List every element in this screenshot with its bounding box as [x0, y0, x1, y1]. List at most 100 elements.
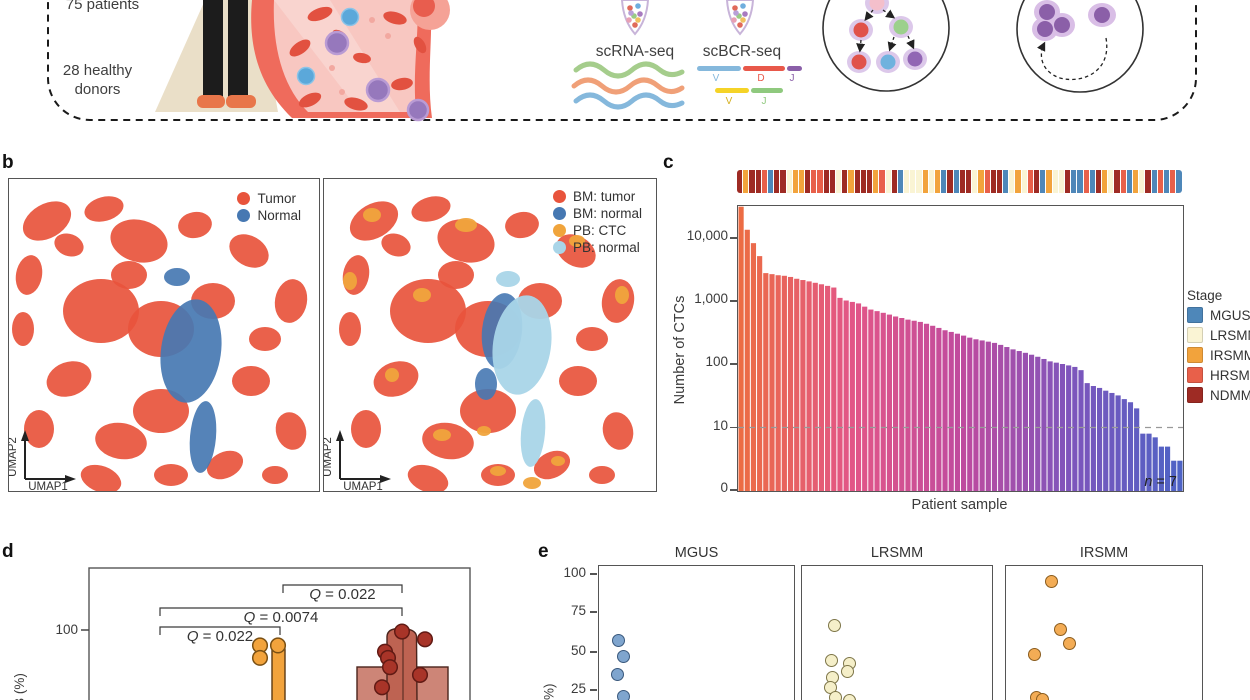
- stage-tile: [1102, 170, 1108, 193]
- ctc-bar: [1109, 392, 1115, 491]
- stage-tile: [1151, 170, 1157, 193]
- umap-cluster: [160, 299, 222, 403]
- umap2-axis-label: UMAP2: [324, 437, 334, 477]
- ctc-bar: [868, 309, 874, 491]
- stage-tile: [953, 170, 959, 193]
- umap-cluster: [24, 410, 54, 448]
- scrna-tube-icon: [620, 0, 650, 36]
- stage-tile: [1133, 170, 1139, 193]
- umap-cluster: [556, 234, 596, 268]
- y-tick-label: 10,000: [686, 228, 728, 243]
- stage-legend-title: Stage: [1187, 288, 1223, 303]
- ctc-bar: [787, 276, 794, 491]
- umap2-arrow: [21, 430, 29, 441]
- ctc-bar: [1096, 387, 1103, 491]
- vdj-letter: J: [762, 96, 767, 107]
- ctc-bar: [1047, 361, 1053, 491]
- ctc-bar: [923, 323, 930, 491]
- umap-cluster: [496, 271, 520, 287]
- data-point: [1053, 623, 1067, 637]
- stage-tile: [866, 170, 873, 193]
- umap-cluster: [54, 233, 84, 257]
- umap-cluster: [569, 235, 585, 247]
- stage-legend-label: NDMM: [1210, 387, 1250, 403]
- vdj-letter: V: [713, 73, 720, 84]
- data-point: [373, 679, 391, 696]
- ctc-bar: [812, 282, 818, 491]
- ctc-bar: [763, 273, 769, 491]
- umap2-axis-label: UMAP2: [9, 437, 19, 477]
- legend-item: PB: CTC: [552, 223, 642, 238]
- legend-label: BM: tumor: [572, 189, 636, 204]
- ctc-bar: [1010, 349, 1016, 491]
- panel-d-plot-box: [88, 567, 471, 700]
- legend-label: BM: normal: [572, 206, 642, 221]
- stage-tile: [1077, 170, 1083, 193]
- legend-item: BM: tumor: [552, 189, 642, 204]
- ctc-bar: [1158, 446, 1164, 491]
- ctc-bar: [899, 318, 905, 491]
- umap-cluster: [490, 466, 506, 476]
- umap-cluster: [274, 279, 308, 323]
- blood-vessel-illustration: [251, 0, 450, 122]
- ctc-bar: [738, 206, 744, 491]
- facet-y-tick-label: 50: [570, 643, 586, 658]
- legend-dot: [552, 207, 566, 220]
- panel-c-letter: c: [663, 152, 674, 173]
- data-point: [269, 637, 287, 654]
- cell-blob-core: [413, 0, 435, 17]
- stage-tile: [1021, 170, 1027, 193]
- stage-legend-item: IRSMM: [1187, 347, 1250, 363]
- umap-cluster: [433, 429, 451, 441]
- stage-tile: [842, 170, 848, 193]
- facet-plot-mgus: [598, 565, 795, 700]
- stage-tile: [1015, 170, 1021, 193]
- stage-tile: [848, 170, 854, 193]
- ctc-bar: [1035, 356, 1041, 491]
- ctc-bar: [991, 342, 998, 491]
- stage-legend-label: MGUS: [1210, 307, 1250, 323]
- ctc-x-axis-label: Patient sample: [911, 497, 1008, 513]
- stage-tile: [990, 170, 996, 193]
- umap-cluster: [154, 464, 188, 486]
- umap-cluster: [110, 219, 168, 263]
- stage-legend-item: LRSMM: [1187, 327, 1250, 343]
- ctc-bar: [973, 339, 979, 491]
- stage-tile: [860, 170, 866, 193]
- ctc-bars-svg: [738, 206, 1183, 491]
- blue-cells: [296, 7, 360, 86]
- umap-cluster: [80, 464, 122, 494]
- facet-title: MGUS: [674, 545, 719, 561]
- umap-cluster: [12, 312, 34, 346]
- vdj-letter: V: [726, 96, 733, 107]
- legend-dot: [237, 209, 251, 222]
- plasma-cells: [324, 30, 430, 122]
- stage-tile: [792, 170, 798, 193]
- ctc-bar: [1115, 395, 1121, 491]
- umap-cluster: [438, 261, 474, 289]
- stage-tile: [996, 170, 1003, 193]
- stage-tile: [811, 170, 817, 193]
- umap-cluster: [232, 366, 270, 396]
- data-point: [411, 666, 429, 683]
- ctc-bar: [769, 274, 775, 491]
- stage-tile: [836, 170, 842, 193]
- umap-plot-tumor-normal: UMAP1 UMAP2 Tumor Normal: [7, 178, 320, 494]
- q-value-label: Q = 0.022: [187, 628, 253, 645]
- stage-legend-label: HRSMM: [1210, 367, 1250, 383]
- stage-legend-swatch: [1187, 347, 1203, 363]
- umap-cluster: [413, 288, 431, 302]
- ctc-bar: [831, 287, 837, 491]
- stage-tile: [829, 170, 835, 193]
- legend-item: Normal: [237, 208, 301, 223]
- y-tick-mark: [730, 426, 737, 428]
- ctc-bar: [806, 281, 812, 491]
- umap-cluster: [381, 233, 411, 257]
- ctc-bar: [954, 333, 960, 491]
- facet-y-axis-label: (%): [541, 683, 557, 700]
- ctc-bar: [1121, 399, 1127, 491]
- ctc-bar: [911, 320, 917, 491]
- stage-tile: [1120, 170, 1126, 193]
- ctc-bar: [1140, 433, 1146, 491]
- patients-count-label: 75 patients: [65, 0, 140, 13]
